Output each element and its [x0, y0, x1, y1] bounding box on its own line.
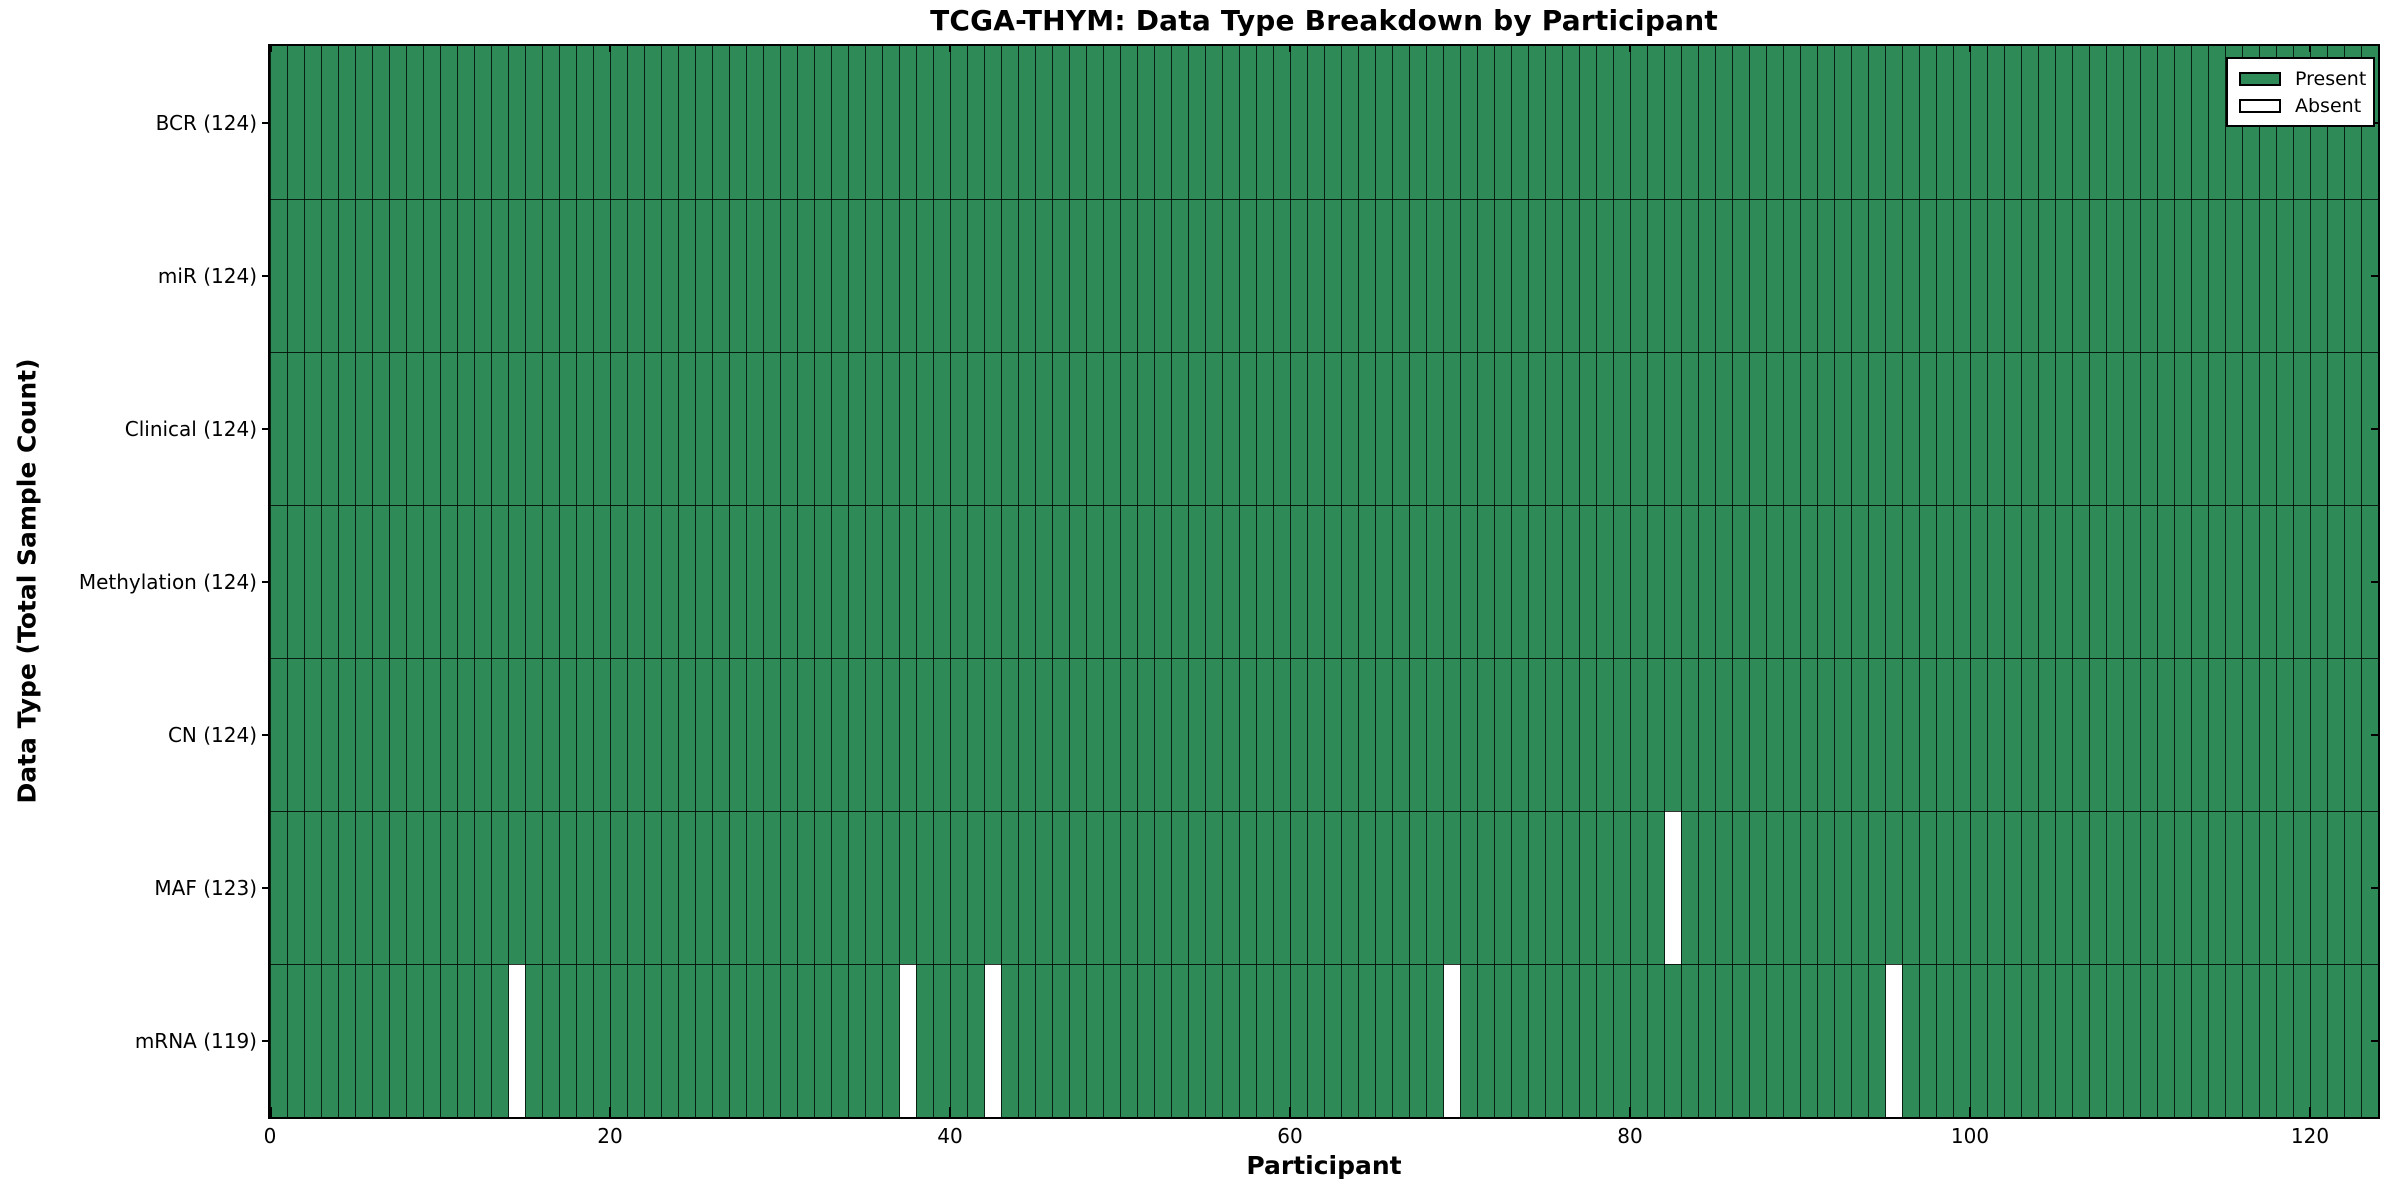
- row-divider: [270, 657, 2378, 659]
- x-tick-mark: [609, 1107, 611, 1117]
- y-tick-label: Clinical (124): [124, 416, 257, 441]
- column-grid: [270, 46, 2378, 1117]
- x-tick-label: 120: [2290, 1124, 2330, 1148]
- x-tick-mark: [1969, 46, 1971, 52]
- absent-bar-mRNA-69: [1444, 964, 1460, 1117]
- x-tick-label: 0: [263, 1124, 277, 1148]
- absent-bar-mRNA-95: [1886, 964, 1902, 1117]
- y-tick-label: BCR (124): [155, 110, 257, 135]
- row-divider: [270, 351, 2378, 353]
- row-divider: [270, 963, 2378, 965]
- x-tick-label: 20: [597, 1124, 623, 1148]
- legend-entry-present: Present: [2239, 65, 2367, 92]
- x-tick-mark: [1289, 1107, 1291, 1117]
- y-tick-mark: [262, 1039, 269, 1042]
- x-tick-mark: [1629, 46, 1631, 52]
- y-axis-label: Data Type (Total Sample Count): [12, 358, 42, 804]
- x-tick-label: 80: [1617, 1124, 1643, 1148]
- absent-bar-mRNA-42: [985, 964, 1001, 1117]
- x-tick-mark: [1629, 1107, 1631, 1117]
- y-tick-mark: [2371, 427, 2378, 430]
- y-tick-mark: [2371, 1039, 2378, 1042]
- y-tick-label: MAF (123): [154, 875, 257, 900]
- x-tick-label: 40: [937, 1124, 963, 1148]
- y-tick-label: mRNA (119): [134, 1028, 257, 1053]
- x-tick-mark: [1289, 46, 1291, 52]
- x-axis-label: Participant: [1246, 1151, 1402, 1180]
- x-tick-label: 100: [1950, 1124, 1990, 1148]
- absent-bar-mRNA-14: [509, 964, 525, 1117]
- x-tick-label: 60: [1277, 1124, 1303, 1148]
- absent-swatch: [2239, 98, 2281, 113]
- plot-area: [268, 44, 2380, 1119]
- y-tick-mark: [262, 121, 269, 124]
- y-tick-mark: [262, 886, 269, 889]
- row-divider: [270, 504, 2378, 506]
- x-tick-mark: [270, 1107, 272, 1117]
- row-divider: [270, 198, 2378, 200]
- x-tick-mark: [1969, 1107, 1971, 1117]
- legend-label: Absent: [2295, 94, 2362, 117]
- legend-entry-absent: Absent: [2239, 92, 2365, 119]
- absent-bar-mRNA-37: [900, 964, 916, 1117]
- y-tick-mark: [2371, 274, 2378, 277]
- y-tick-mark: [262, 274, 269, 277]
- row-divider: [270, 810, 2378, 812]
- y-tick-label: Methylation (124): [78, 569, 257, 594]
- x-tick-mark: [2309, 1107, 2311, 1117]
- x-tick-mark: [270, 46, 272, 52]
- x-tick-mark: [949, 46, 951, 52]
- y-tick-mark: [2371, 733, 2378, 736]
- x-tick-mark: [949, 1107, 951, 1117]
- y-tick-mark: [2371, 580, 2378, 583]
- y-tick-mark: [262, 733, 269, 736]
- legend-label: Present: [2295, 67, 2367, 90]
- y-tick-mark: [2371, 886, 2378, 889]
- present-swatch: [2239, 71, 2281, 86]
- y-tick-label: CN (124): [167, 722, 257, 747]
- x-tick-mark: [609, 46, 611, 52]
- y-tick-mark: [262, 580, 269, 583]
- y-tick-label: miR (124): [157, 263, 257, 288]
- x-tick-mark: [2309, 46, 2311, 52]
- absent-bar-MAF-82: [1665, 811, 1681, 964]
- legend: Present Absent: [2226, 57, 2375, 127]
- chart-title: TCGA-THYM: Data Type Breakdown by Partic…: [930, 4, 1718, 37]
- y-tick-mark: [262, 427, 269, 430]
